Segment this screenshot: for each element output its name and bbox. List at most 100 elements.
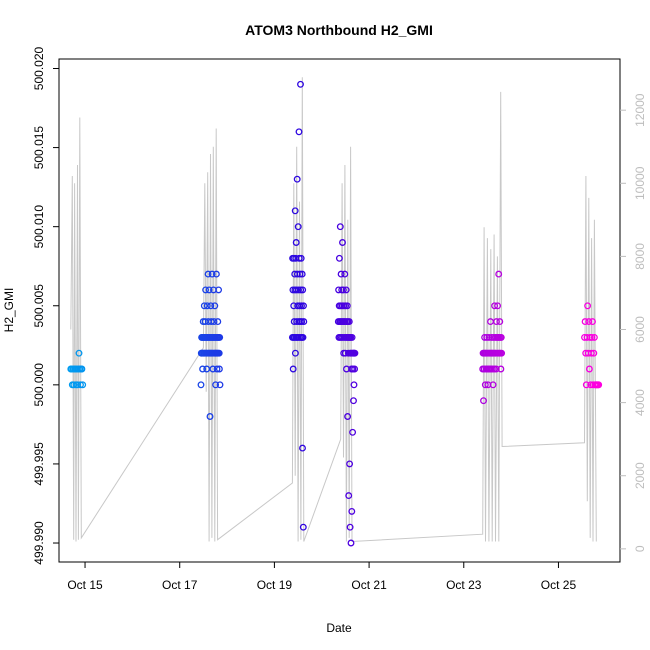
data-point	[299, 444, 306, 452]
data-point	[581, 318, 589, 326]
data-point	[345, 318, 353, 326]
data-point	[297, 80, 304, 88]
plot-frame	[58, 58, 621, 563]
data-point	[295, 128, 303, 136]
data-point	[342, 286, 350, 294]
data-point	[351, 349, 359, 357]
data-point	[583, 333, 591, 341]
y-tick-label: 500.000	[32, 363, 46, 407]
data-point	[489, 381, 497, 389]
data-point	[208, 270, 216, 278]
data-point	[78, 365, 86, 373]
data-point	[292, 239, 300, 246]
data-point	[494, 302, 502, 310]
data-point	[216, 333, 224, 341]
y-tick-label: 499.990	[32, 521, 46, 565]
data-point	[216, 381, 224, 389]
data-point	[292, 286, 300, 294]
data-point	[293, 270, 301, 278]
data-point	[299, 286, 307, 294]
data-point	[215, 365, 223, 373]
y2-tick-label: 0	[633, 545, 647, 552]
data-point	[339, 286, 347, 294]
data-point	[497, 365, 505, 373]
data-point	[336, 223, 344, 231]
data-point	[587, 349, 595, 357]
data-point	[345, 492, 353, 500]
data-point	[348, 507, 356, 515]
x-tick-label: Oct 19	[257, 578, 293, 592]
data-point	[590, 349, 598, 357]
background-line	[70, 77, 597, 543]
data-point	[291, 349, 299, 357]
data-point	[79, 381, 87, 389]
data-point	[481, 381, 489, 389]
data-point	[215, 286, 223, 294]
x-axis: Oct 15 Oct 17 Oct 19 Oct 21 Oct 23 Oct 25	[67, 562, 576, 592]
data-point	[207, 318, 215, 326]
data-point	[295, 286, 302, 294]
y2-tick-label: 12000	[633, 93, 647, 127]
data-point	[481, 333, 489, 341]
data-point	[584, 302, 592, 310]
data-point	[212, 270, 220, 278]
y2-tick-label: 6000	[633, 316, 647, 343]
data-point	[291, 207, 299, 215]
y2-tick-label: 2000	[633, 462, 647, 489]
data-point	[300, 318, 308, 326]
data-point	[70, 381, 78, 389]
data-point	[346, 460, 354, 468]
data-point	[214, 318, 222, 326]
data-point	[215, 349, 223, 357]
y2-tick-label: 10000	[633, 166, 647, 200]
data-point	[350, 397, 357, 405]
data-point	[582, 381, 590, 389]
data-point	[206, 413, 214, 420]
data-point	[491, 302, 499, 310]
data-point	[199, 365, 207, 373]
y-tick-label: 500.010	[32, 205, 46, 249]
y-tick-label: 500.015	[32, 126, 46, 170]
data-point	[299, 333, 307, 341]
data-point	[348, 333, 356, 341]
x-tick-label: Oct 17	[162, 578, 198, 592]
data-point	[294, 223, 302, 231]
data-point	[207, 302, 215, 310]
data-point	[297, 254, 305, 262]
data-point	[200, 302, 208, 310]
data-point	[346, 523, 354, 531]
data-point	[498, 349, 506, 357]
h2-gmi-points	[67, 80, 603, 547]
data-point	[289, 365, 297, 373]
data-point	[492, 318, 500, 326]
data-point	[590, 333, 598, 341]
y2-tick-label: 4000	[633, 389, 647, 416]
data-point	[351, 365, 359, 373]
data-point	[209, 365, 217, 373]
data-point	[349, 428, 357, 436]
y-tick-label: 500.005	[32, 284, 46, 328]
x-tick-label: Oct 25	[541, 578, 577, 592]
data-point	[212, 381, 220, 389]
data-point	[589, 318, 596, 326]
data-point	[197, 381, 205, 389]
data-point	[485, 333, 493, 341]
data-point	[211, 302, 219, 310]
data-point	[337, 270, 345, 278]
data-point	[298, 318, 306, 326]
data-point	[585, 365, 593, 373]
data-point	[347, 539, 355, 547]
y2-tick-label: 8000	[633, 243, 647, 270]
data-point	[205, 286, 213, 294]
data-point	[293, 175, 301, 183]
chart-title: ATOM3 Northbound H2_GMI	[245, 22, 433, 38]
data-point	[497, 333, 505, 341]
data-point	[350, 381, 358, 389]
y-axis-left: 499.990 499.995 500.000 500.005 500.010 500.0…	[32, 46, 59, 565]
data-point	[296, 270, 304, 278]
x-tick-label: Oct 15	[67, 578, 103, 592]
x-tick-label: Oct 23	[446, 578, 482, 592]
data-point	[496, 318, 504, 326]
x-tick-label: Oct 21	[351, 578, 387, 592]
